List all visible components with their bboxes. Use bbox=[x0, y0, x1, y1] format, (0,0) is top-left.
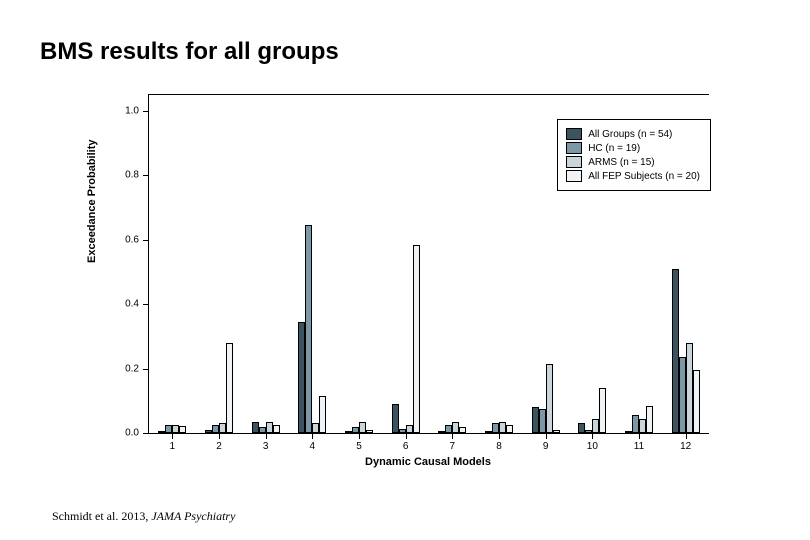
bar bbox=[319, 396, 326, 433]
bar bbox=[406, 425, 413, 433]
x-tick-label: 11 bbox=[634, 433, 644, 452]
bar bbox=[312, 423, 319, 433]
bar bbox=[172, 425, 179, 433]
bar bbox=[345, 431, 352, 433]
chart-legend: All Groups (n = 54) HC (n = 19) ARMS (n = … bbox=[557, 119, 711, 191]
x-tick-label: 7 bbox=[450, 433, 456, 452]
bar bbox=[539, 409, 546, 433]
bar bbox=[639, 419, 646, 433]
bar bbox=[352, 427, 359, 433]
citation-journal: JAMA Psychiatry bbox=[151, 509, 235, 523]
legend-swatch bbox=[566, 156, 582, 168]
citation: Schmidt et al. 2013, JAMA Psychiatry bbox=[52, 509, 235, 524]
x-tick-label: 9 bbox=[543, 433, 549, 452]
bar bbox=[392, 404, 399, 433]
bar bbox=[212, 425, 219, 433]
bar bbox=[578, 423, 585, 433]
bar bbox=[399, 429, 406, 433]
y-axis-label: Exceedance Probability bbox=[86, 140, 98, 264]
bar bbox=[646, 406, 653, 433]
y-tick-label: 0.6 bbox=[125, 234, 149, 245]
bar bbox=[226, 343, 233, 433]
bar bbox=[445, 425, 452, 433]
bar bbox=[259, 427, 266, 433]
bar bbox=[546, 364, 553, 433]
bar bbox=[266, 422, 273, 433]
bms-chart: Exceedance Probability All Groups (n = 5… bbox=[100, 94, 730, 484]
bar bbox=[459, 427, 466, 433]
x-tick-label: 1 bbox=[170, 433, 176, 452]
legend-item: All Groups (n = 54) bbox=[566, 128, 700, 140]
bar bbox=[506, 425, 513, 433]
bar bbox=[693, 370, 700, 433]
plot-area: All Groups (n = 54) HC (n = 19) ARMS (n = … bbox=[148, 94, 709, 434]
legend-swatch bbox=[566, 142, 582, 154]
bar bbox=[298, 322, 305, 433]
bar bbox=[366, 430, 373, 433]
bar bbox=[273, 425, 280, 433]
bar bbox=[686, 343, 693, 433]
bar bbox=[205, 430, 212, 433]
bar bbox=[592, 419, 599, 433]
x-axis-label: Dynamic Causal Models bbox=[148, 456, 708, 468]
bar bbox=[485, 431, 492, 433]
y-tick-label: 0.2 bbox=[125, 363, 149, 374]
bar bbox=[585, 430, 592, 433]
bar bbox=[359, 422, 366, 433]
legend-label: All FEP Subjects (n = 20) bbox=[588, 171, 700, 182]
y-tick-label: 0.0 bbox=[125, 428, 149, 439]
x-tick-label: 8 bbox=[496, 433, 502, 452]
legend-label: HC (n = 19) bbox=[588, 143, 640, 154]
bar bbox=[452, 422, 459, 433]
x-tick-label: 5 bbox=[356, 433, 362, 452]
legend-swatch bbox=[566, 128, 582, 140]
x-tick-label: 4 bbox=[310, 433, 316, 452]
bar bbox=[438, 431, 445, 433]
slide-title: BMS results for all groups bbox=[40, 38, 339, 66]
bar bbox=[158, 431, 165, 433]
bar bbox=[625, 431, 632, 433]
x-tick-label: 6 bbox=[403, 433, 409, 452]
y-tick-label: 1.0 bbox=[125, 106, 149, 117]
bar bbox=[632, 415, 639, 433]
bar bbox=[672, 269, 679, 433]
x-tick-label: 2 bbox=[216, 433, 222, 452]
x-tick-label: 12 bbox=[680, 433, 691, 452]
legend-swatch bbox=[566, 170, 582, 182]
bar bbox=[252, 422, 259, 433]
bar bbox=[532, 407, 539, 433]
bar bbox=[165, 425, 172, 433]
legend-item: HC (n = 19) bbox=[566, 142, 700, 154]
bar bbox=[492, 423, 499, 433]
bar bbox=[599, 388, 606, 433]
citation-text: Schmidt et al. 2013, bbox=[52, 509, 151, 523]
legend-label: All Groups (n = 54) bbox=[588, 129, 672, 140]
bar bbox=[219, 423, 226, 433]
legend-label: ARMS (n = 15) bbox=[588, 157, 654, 168]
bar bbox=[679, 357, 686, 433]
x-tick-label: 10 bbox=[587, 433, 598, 452]
legend-item: All FEP Subjects (n = 20) bbox=[566, 170, 700, 182]
slide-root: { "title": "BMS results for all groups",… bbox=[0, 0, 810, 540]
bar bbox=[413, 245, 420, 433]
y-tick-label: 0.4 bbox=[125, 299, 149, 310]
bar bbox=[553, 430, 560, 433]
bar bbox=[499, 422, 506, 433]
bar bbox=[179, 426, 186, 433]
y-tick-label: 0.8 bbox=[125, 170, 149, 181]
x-tick-label: 3 bbox=[263, 433, 269, 452]
legend-item: ARMS (n = 15) bbox=[566, 156, 700, 168]
bar bbox=[305, 225, 312, 433]
